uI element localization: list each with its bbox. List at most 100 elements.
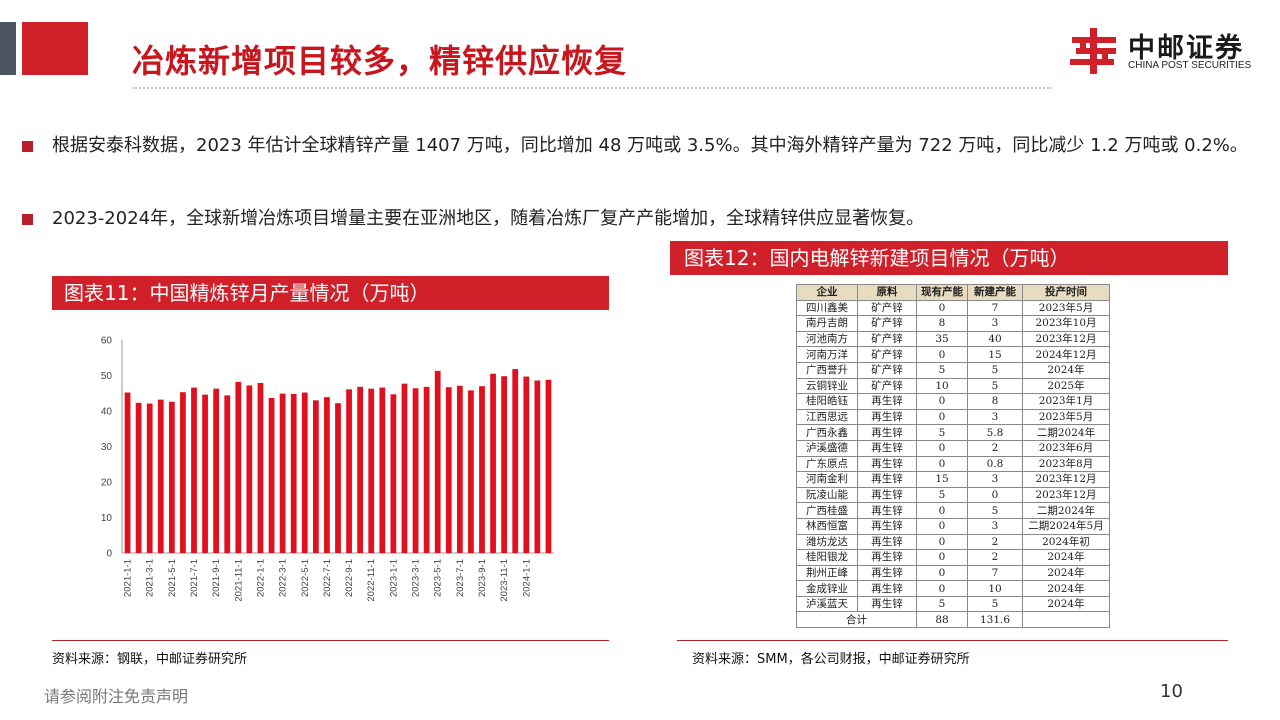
x-tick-label: 2021-11-1	[233, 559, 244, 602]
column-header: 投产时间	[1022, 284, 1110, 301]
x-tick-label: 2022-7-1	[322, 559, 333, 597]
table-cell: 林西恒富	[796, 517, 858, 535]
table-cell: 矿产锌	[857, 346, 917, 363]
table-cell: 15	[916, 471, 968, 488]
table-cell: 2024年	[1022, 549, 1110, 566]
bar-2022-5-1	[301, 392, 308, 553]
bar-2022-2-1	[268, 397, 275, 553]
bar-2023-3-1	[412, 388, 419, 553]
table-cell: 2023年8月	[1022, 455, 1110, 473]
table-header-row: 企业 原料 现有产能 新建产能 投产时间	[796, 284, 1110, 301]
table-cell: 广西永鑫	[796, 424, 858, 441]
bullet-text-1: 根据安泰科数据，2023 年估计全球精锌产量 1407 万吨，同比增加 48 万…	[52, 135, 1248, 156]
bar-2023-8-1	[468, 390, 474, 553]
x-tick-label: 2023-7-1	[455, 559, 466, 597]
table-cell: 二期2024年	[1022, 502, 1110, 519]
column-header: 原料	[857, 284, 917, 301]
table-cell: 0	[916, 455, 968, 473]
table-cell: 40	[967, 330, 1023, 348]
table-cell: 四川鑫美	[796, 299, 858, 317]
bar-2021-5-1	[168, 401, 175, 553]
bar-2023-5-1	[434, 370, 441, 553]
x-tick-label: 2024-1-1	[521, 559, 532, 597]
table-source-rule	[677, 640, 1228, 641]
table-row: 泸溪盛德 再生锌 0 2 2023年6月	[796, 439, 1110, 457]
bar-2021-11-1	[235, 381, 242, 553]
table-cell: 再生锌	[857, 533, 917, 551]
table-cell: 桂阳银龙	[796, 549, 858, 566]
table-cell: 2	[967, 549, 1023, 566]
table-cell: 江西思远	[796, 408, 858, 426]
table-cell: 再生锌	[857, 502, 917, 519]
table-row: 荆州正峰 再生锌 0 7 2024年	[796, 564, 1110, 582]
table-row: 林西恒富 再生锌 0 3 二期2024年5月	[796, 517, 1110, 535]
table-cell: 再生锌	[857, 471, 917, 488]
table-cell: 2024年	[1022, 361, 1110, 379]
table-cell: 0	[916, 549, 968, 566]
total-label: 合计	[796, 611, 917, 629]
table-row: 南丹吉朗 矿产锌 8 3 2023年10月	[796, 315, 1110, 332]
bar-2022-11-1	[368, 388, 375, 553]
chart-source-note: 资料来源：钢联，中邮证券研究所	[52, 652, 248, 667]
table-cell: 广西誉升	[796, 361, 858, 379]
table-cell: 2023年12月	[1022, 330, 1110, 348]
project-table: 企业 原料 现有产能 新建产能 投产时间 四川鑫美 矿产锌 0 7 2023年5月 南丹吉…	[796, 284, 1110, 629]
table-row: 泸溪蓝天 再生锌 5 5 2024年	[796, 595, 1110, 613]
table-cell: 2	[967, 533, 1023, 551]
bar-2021-1-1	[124, 392, 131, 553]
y-tick-label: 20	[101, 478, 113, 489]
table-cell: 再生锌	[857, 455, 917, 473]
table-cell: 0	[916, 393, 968, 410]
table-cell: 广西桂盛	[796, 502, 858, 519]
table-cell: 5	[967, 361, 1023, 379]
table-row: 四川鑫美 矿产锌 0 7 2023年5月	[796, 299, 1110, 317]
bar-2021-8-1	[202, 394, 208, 553]
table-cell: 再生锌	[857, 564, 917, 582]
table-row: 河南万洋 矿产锌 0 15 2024年12月	[796, 346, 1110, 363]
bar-2024-2-1	[534, 380, 541, 553]
table-cell: 0	[916, 502, 968, 519]
table-cell: 5	[916, 595, 968, 613]
table-cell: 0	[916, 299, 968, 317]
table-cell: 5	[916, 361, 968, 379]
table-cell: 再生锌	[857, 424, 917, 441]
bar-2022-6-1	[312, 400, 319, 553]
bar-2023-7-1	[456, 385, 463, 553]
table-cell: 3	[967, 517, 1023, 535]
x-tick-label: 2021-5-1	[167, 559, 178, 597]
table-cell: 二期2024年	[1022, 424, 1110, 441]
table-cell: 0	[967, 486, 1023, 504]
page-title: 冶炼新增项目较多，精锌供应恢复	[132, 42, 628, 80]
bar-2021-7-1	[191, 387, 197, 553]
table-cell: 河池南方	[796, 330, 858, 348]
table-cell: 河南金利	[796, 471, 858, 488]
bar-2023-2-1	[401, 383, 408, 553]
bar-2022-4-1	[290, 393, 297, 553]
y-tick-label: 0	[106, 549, 112, 560]
total-cell: 131.6	[967, 611, 1023, 629]
table-row: 潍坊龙达 再生锌 0 2 2024年初	[796, 533, 1110, 551]
table-cell: 再生锌	[857, 393, 917, 410]
table-cell: 5	[916, 424, 968, 441]
x-tick-label: 2023-11-1	[499, 559, 510, 602]
table-cell: 0	[916, 439, 968, 457]
table-cell: 2023年12月	[1022, 486, 1110, 504]
table-row: 广西永鑫 再生锌 5 5.8 二期2024年	[796, 424, 1110, 441]
y-tick-label: 10	[101, 513, 113, 524]
logo-chinese-name: 中邮证券	[1128, 33, 1244, 64]
table-cell: 再生锌	[857, 517, 917, 535]
table-cell: 矿产锌	[857, 299, 917, 317]
x-tick-label: 2021-3-1	[145, 559, 156, 597]
china-post-emblem-icon	[1070, 28, 1116, 74]
bar-2021-6-1	[180, 392, 186, 553]
bar-2023-11-1	[501, 376, 508, 553]
table-cell: 矿产锌	[857, 330, 917, 348]
table-cell: 2025年	[1022, 377, 1110, 395]
x-tick-label: 2022-5-1	[300, 559, 311, 597]
table-cell: 矿产锌	[857, 315, 917, 332]
table-cell: 5.8	[967, 424, 1023, 441]
bar-2023-1-1	[390, 394, 397, 553]
table-cell: 5	[967, 377, 1023, 395]
table-source-note: 资料来源：SMM，各公司财报，中邮证券研究所	[692, 652, 970, 667]
title-divider	[132, 87, 1052, 89]
